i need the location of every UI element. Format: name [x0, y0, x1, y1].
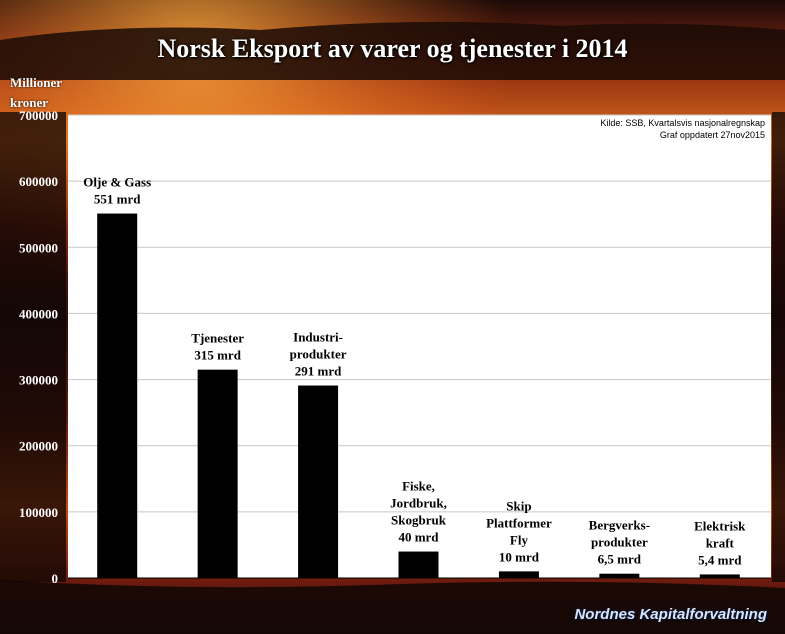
y-axis-unit-line2: kroner — [10, 95, 49, 110]
y-axis-ticks: 0 100000 200000 300000 400000 500000 600000 700… — [19, 108, 58, 586]
y-tick-label: 400000 — [19, 306, 58, 321]
bar — [498, 571, 539, 578]
bar-data-label: Fiske, Jordbruk, Skogbruk 40 mrd — [390, 479, 447, 545]
bar-data-label: Olje & Gass 551 mrd — [83, 175, 151, 207]
bar — [97, 213, 138, 578]
bars — [97, 213, 740, 578]
y-tick-label: 300000 — [19, 373, 58, 388]
source-note: Kilde: SSB, Kvartalsvis nasjonalregnskap… — [600, 117, 765, 141]
bar — [298, 385, 339, 578]
y-tick-label: 700000 — [19, 108, 58, 123]
bar — [699, 574, 740, 578]
bar-data-label: Bergverks-produkter 6,5 mrd — [589, 518, 650, 567]
bar-data-label: Elektrisk kraft 5,4 mrd — [694, 518, 746, 567]
source-line1: Kilde: SSB, Kvartalsvis nasjonalregnskap — [600, 118, 765, 128]
y-tick-label: 500000 — [19, 240, 58, 255]
footer-brand: Nordnes Kapitalforvaltning — [574, 606, 767, 623]
chart-title: Norsk Eksport av varer og tjenester i 20… — [157, 34, 628, 63]
y-tick-label: 100000 — [19, 505, 58, 520]
y-axis-unit-label: Millioner kroner — [10, 73, 80, 113]
y-tick-label: 200000 — [19, 439, 58, 454]
y-tick-label: 600000 — [19, 174, 58, 189]
bar-data-label: Industri-produkter 291 mrd — [290, 330, 347, 379]
plot-area — [68, 115, 771, 578]
bar-data-label: Tjenester 315 mrd — [191, 331, 244, 363]
bar — [599, 573, 640, 578]
bar-labels: Olje & Gass 551 mrd Tjenester 315 mrd Indust… — [83, 175, 746, 568]
bar-data-label: Skip Plattformer Fly 10 mrd — [486, 498, 552, 564]
y-tick-label: 0 — [52, 571, 59, 586]
gridlines — [68, 114, 771, 513]
bar — [398, 551, 439, 578]
y-axis-unit-line1: Millioner — [10, 75, 62, 90]
source-line2: Graf oppdatert 27nov2015 — [659, 130, 765, 140]
bar — [197, 369, 238, 578]
